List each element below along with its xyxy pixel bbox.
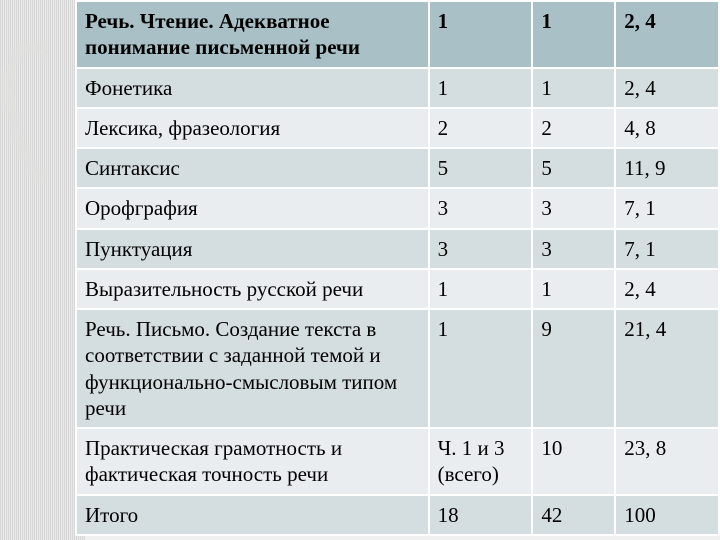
table-cell: 1 bbox=[532, 68, 615, 108]
table-cell: 2 bbox=[429, 108, 533, 148]
table-cell: 1 bbox=[429, 68, 533, 108]
table-cell: 7, 1 bbox=[615, 188, 719, 228]
table-row: Фонетика112, 4 bbox=[76, 68, 719, 108]
table-row: Лексика, фразеология224, 8 bbox=[76, 108, 719, 148]
table-cell: Лексика, фразеология bbox=[76, 108, 429, 148]
table-cell: Орофграфия bbox=[76, 188, 429, 228]
table-cell: 23, 8 bbox=[615, 428, 719, 495]
table-row: Пунктуация337, 1 bbox=[76, 229, 719, 269]
table-cell: 3 bbox=[532, 188, 615, 228]
table-cell: 9 bbox=[532, 309, 615, 428]
table-row: Практическая грамотность и фактическая т… bbox=[76, 428, 719, 495]
table-container: Речь. Чтение. Адекватное понимание письм… bbox=[75, 0, 720, 536]
table-cell: 100 bbox=[615, 495, 719, 535]
table-row: Орофграфия337, 1 bbox=[76, 188, 719, 228]
table-cell: 18 bbox=[429, 495, 533, 535]
table-cell: 7, 1 bbox=[615, 229, 719, 269]
header-cell-2: 1 bbox=[532, 1, 615, 68]
table-cell: Ч. 1 и 3 (всего) bbox=[429, 428, 533, 495]
table-cell: 2, 4 bbox=[615, 68, 719, 108]
table-header-row: Речь. Чтение. Адекватное понимание письм… bbox=[76, 1, 719, 68]
table-cell: 5 bbox=[532, 148, 615, 188]
table-cell: 1 bbox=[429, 309, 533, 428]
table-cell: 42 bbox=[532, 495, 615, 535]
table-cell: Речь. Письмо. Создание текста в соответс… bbox=[76, 309, 429, 428]
table-cell: Фонетика bbox=[76, 68, 429, 108]
table-row: Речь. Письмо. Создание текста в соответс… bbox=[76, 309, 719, 428]
table-cell: 3 bbox=[429, 229, 533, 269]
table-cell: 2 bbox=[532, 108, 615, 148]
table-cell: Синтаксис bbox=[76, 148, 429, 188]
header-cell-3: 2, 4 bbox=[615, 1, 719, 68]
table-cell: 3 bbox=[429, 188, 533, 228]
table-cell: 2, 4 bbox=[615, 269, 719, 309]
table-row: Итого1842100 bbox=[76, 495, 719, 535]
table-cell: Практическая грамотность и фактическая т… bbox=[76, 428, 429, 495]
table-cell: 11, 9 bbox=[615, 148, 719, 188]
table-cell: Выразительность русской речи bbox=[76, 269, 429, 309]
header-cell-1: 1 bbox=[429, 1, 533, 68]
table-cell: Пунктуация bbox=[76, 229, 429, 269]
table-cell: 5 bbox=[429, 148, 533, 188]
table-cell: 4, 8 bbox=[615, 108, 719, 148]
table-cell: 1 bbox=[532, 269, 615, 309]
table-cell: 3 bbox=[532, 229, 615, 269]
background-decoration bbox=[0, 0, 85, 540]
table-cell: 10 bbox=[532, 428, 615, 495]
table-cell: 1 bbox=[429, 269, 533, 309]
table-cell: 21, 4 bbox=[615, 309, 719, 428]
table-cell: Итого bbox=[76, 495, 429, 535]
table-row: Выразительность русской речи112, 4 bbox=[76, 269, 719, 309]
data-table: Речь. Чтение. Адекватное понимание письм… bbox=[75, 0, 720, 536]
header-cell-topic: Речь. Чтение. Адекватное понимание письм… bbox=[76, 1, 429, 68]
table-row: Синтаксис5511, 9 bbox=[76, 148, 719, 188]
